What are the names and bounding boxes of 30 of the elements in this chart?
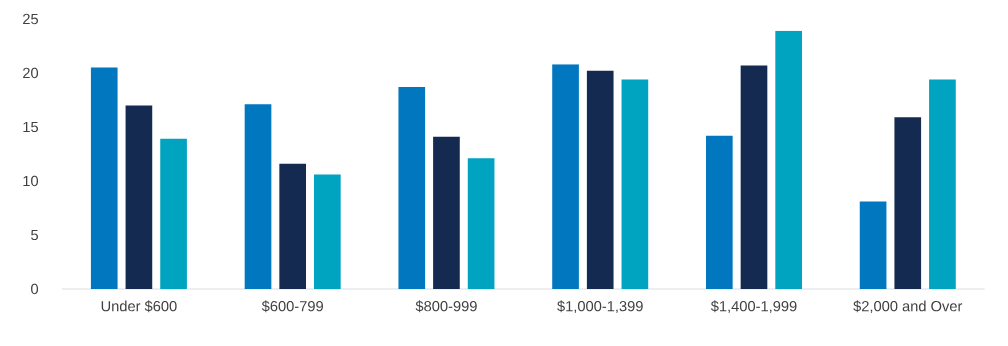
bar: [279, 163, 307, 289]
y-tick-label: 10: [23, 175, 39, 187]
bar: [552, 64, 579, 289]
bar: [125, 105, 153, 289]
bar: [775, 30, 802, 289]
bar: [621, 79, 649, 289]
bar: [244, 104, 272, 289]
bar: [314, 174, 341, 289]
bar: [705, 135, 733, 289]
bar: [894, 117, 922, 289]
bar: [929, 79, 956, 289]
x-tick-label: $800-999: [415, 300, 477, 313]
bar: [467, 158, 495, 289]
x-tick-label: $1,400-1,999: [710, 300, 797, 314]
y-tick-label: 15: [23, 121, 39, 133]
y-tick-label: 5: [31, 229, 39, 241]
y-tick-label: 25: [23, 13, 39, 25]
bar: [398, 87, 426, 289]
bar: [740, 65, 768, 289]
x-tick-label: $2,000 and Over: [853, 300, 963, 314]
x-tick-label: $600-799: [261, 300, 323, 313]
y-tick-label: 0: [31, 283, 39, 295]
bar: [859, 201, 887, 289]
x-tick-label: Under $600: [101, 300, 177, 313]
bar: [586, 70, 614, 289]
bar: [160, 138, 187, 289]
bar: [90, 67, 118, 289]
bar: [433, 136, 460, 289]
y-tick-label: 20: [23, 67, 39, 79]
x-tick-label: $1,000-1,399: [557, 300, 643, 314]
